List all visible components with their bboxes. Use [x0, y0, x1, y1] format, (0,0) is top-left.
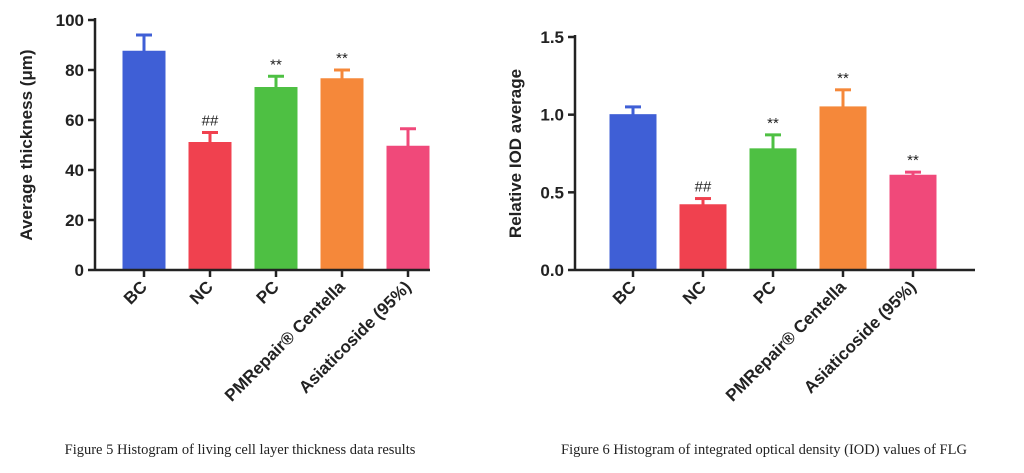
significance-asiaticoside-95: **	[907, 152, 919, 169]
bar-asiaticoside-95	[889, 174, 937, 271]
bar-pc	[254, 87, 298, 271]
y-tick-label: 0	[75, 261, 84, 280]
y-axis-label: Average thickness (μm)	[17, 49, 36, 240]
bar-pc	[749, 148, 797, 271]
bar-pmrepair-centella	[819, 106, 867, 271]
bar-pmrepair-centella	[320, 78, 364, 271]
figure-6-caption: Figure 6 Histogram of integrated optical…	[561, 442, 967, 458]
significance-pmrepair-centella: **	[837, 70, 849, 87]
y-tick-label: 80	[65, 61, 84, 80]
x-tick-label-asiaticoside-95: Asiaticoside (95%)	[295, 277, 415, 397]
significance-pc: **	[270, 56, 282, 73]
y-tick-label: 1.5	[540, 28, 564, 47]
bar-nc	[679, 204, 727, 271]
y-axis-label: Relative IOD average	[506, 69, 525, 238]
x-tick-label-nc: NC	[679, 277, 710, 308]
bar-bc	[609, 114, 657, 271]
x-tick-label-bc: BC	[120, 277, 151, 308]
figure-5-caption: Figure 5 Histogram of living cell layer …	[65, 442, 416, 458]
y-tick-label: 20	[65, 211, 84, 230]
significance-nc: ##	[695, 179, 712, 196]
significance-nc: ##	[202, 113, 219, 130]
y-tick-label: 1.0	[540, 106, 564, 125]
x-tick-label-pc: PC	[253, 277, 283, 307]
x-tick-label-pc: PC	[750, 277, 780, 307]
y-tick-label: 40	[65, 161, 84, 180]
y-tick-label: 0.5	[540, 183, 564, 202]
y-tick-label: 60	[65, 111, 84, 130]
significance-pmrepair-centella: **	[336, 50, 348, 67]
y-tick-label: 100	[56, 11, 84, 30]
bar-asiaticoside-95	[386, 145, 430, 271]
significance-pc: **	[767, 115, 779, 132]
x-tick-label-pmrepair-centella: PMRepair® Centella	[722, 277, 850, 405]
y-tick-label: 0.0	[540, 261, 564, 280]
bar-nc	[188, 142, 232, 271]
bar-bc	[122, 50, 166, 271]
x-tick-label-nc: NC	[186, 277, 217, 308]
x-tick-label-bc: BC	[609, 277, 640, 308]
x-tick-label-pmrepair-centella: PMRepair® Centella	[221, 277, 349, 405]
